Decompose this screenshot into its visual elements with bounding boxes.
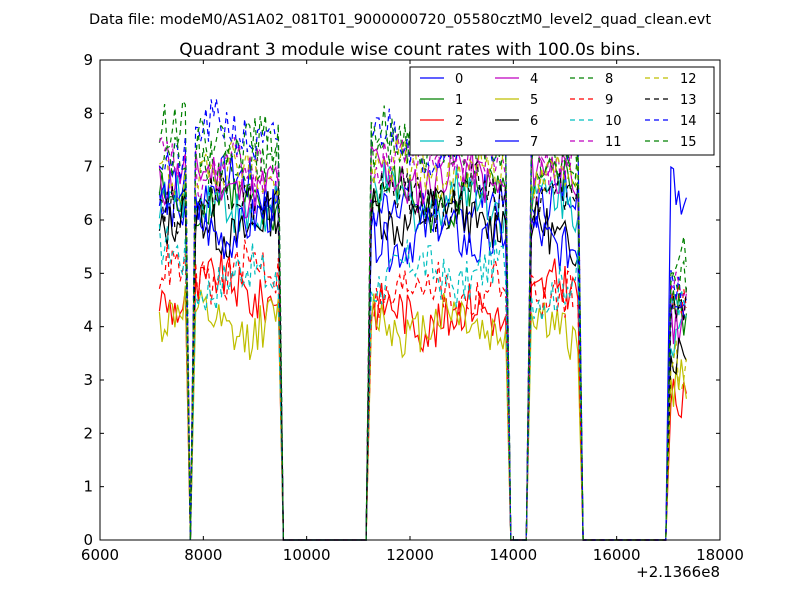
legend-label-12: 12	[680, 72, 697, 87]
y-tick-label: 3	[83, 371, 93, 389]
legend-label-7: 7	[530, 135, 538, 150]
series-line-10	[158, 224, 687, 541]
x-tick-label: 8000	[184, 546, 222, 564]
chart-suptitle: Data file: modeM0/AS1A02_081T01_90000007…	[89, 12, 711, 28]
legend-label-13: 13	[680, 93, 697, 108]
y-tick-label: 7	[83, 158, 93, 176]
legend-label-0: 0	[455, 72, 463, 87]
x-offset-label: +2.1366e8	[636, 563, 720, 581]
series-line-9	[158, 239, 687, 541]
plot-area: 6000 8000 10000 12000 14000 16000 18000 012345…	[81, 51, 744, 564]
x-tick-label: 16000	[593, 546, 641, 564]
legend-label-2: 2	[455, 114, 463, 129]
x-axis: 6000 8000 10000 12000 14000 16000 18000	[81, 60, 744, 564]
series-line-6	[158, 186, 687, 541]
series-line-7	[158, 166, 687, 541]
legend-label-9: 9	[605, 93, 613, 108]
series-line-5	[158, 285, 687, 541]
series-line-2	[158, 252, 687, 541]
legend-label-6: 6	[530, 114, 538, 129]
y-tick-label: 6	[83, 211, 93, 229]
series-line-8	[158, 99, 687, 541]
y-tick-label: 5	[83, 264, 93, 282]
x-tick-label: 18000	[696, 546, 744, 564]
x-tick-label: 14000	[489, 546, 537, 564]
y-tick-label: 0	[83, 531, 93, 549]
x-tick-label: 12000	[386, 546, 434, 564]
x-tick-label: 10000	[283, 546, 331, 564]
y-tick-label: 8	[83, 104, 93, 122]
series-line-13	[159, 160, 687, 541]
x-tick-label: 6000	[81, 546, 119, 564]
legend-label-11: 11	[605, 135, 622, 150]
legend-label-5: 5	[530, 93, 538, 108]
y-tick-label: 4	[83, 318, 93, 336]
series-line-12	[159, 137, 687, 541]
legend-label-3: 3	[455, 135, 463, 150]
legend-label-10: 10	[605, 114, 622, 129]
legend-label-1: 1	[455, 93, 463, 108]
legend-label-14: 14	[680, 114, 697, 129]
legend-label-8: 8	[605, 72, 613, 87]
legend-box	[409, 66, 715, 156]
chart-title: Quadrant 3 module wise count rates with …	[179, 40, 640, 60]
y-tick-label: 2	[83, 424, 93, 442]
y-tick-label: 9	[83, 51, 93, 69]
y-tick-label: 1	[83, 478, 93, 496]
legend-label-15: 15	[680, 135, 697, 150]
legend-label-4: 4	[530, 72, 538, 87]
